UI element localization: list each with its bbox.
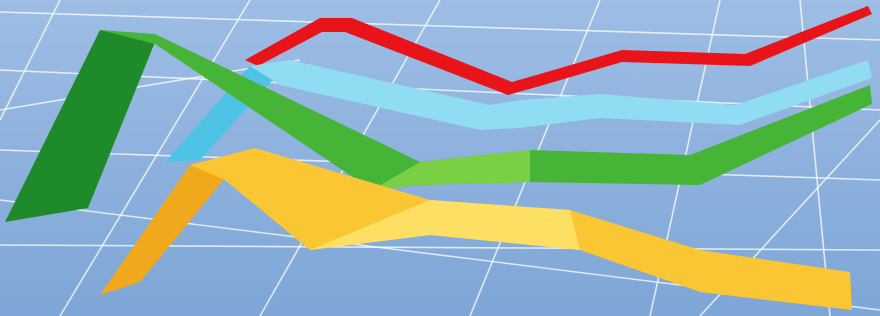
ribbon-chart-illustration: [0, 0, 880, 316]
page: [0, 0, 880, 316]
